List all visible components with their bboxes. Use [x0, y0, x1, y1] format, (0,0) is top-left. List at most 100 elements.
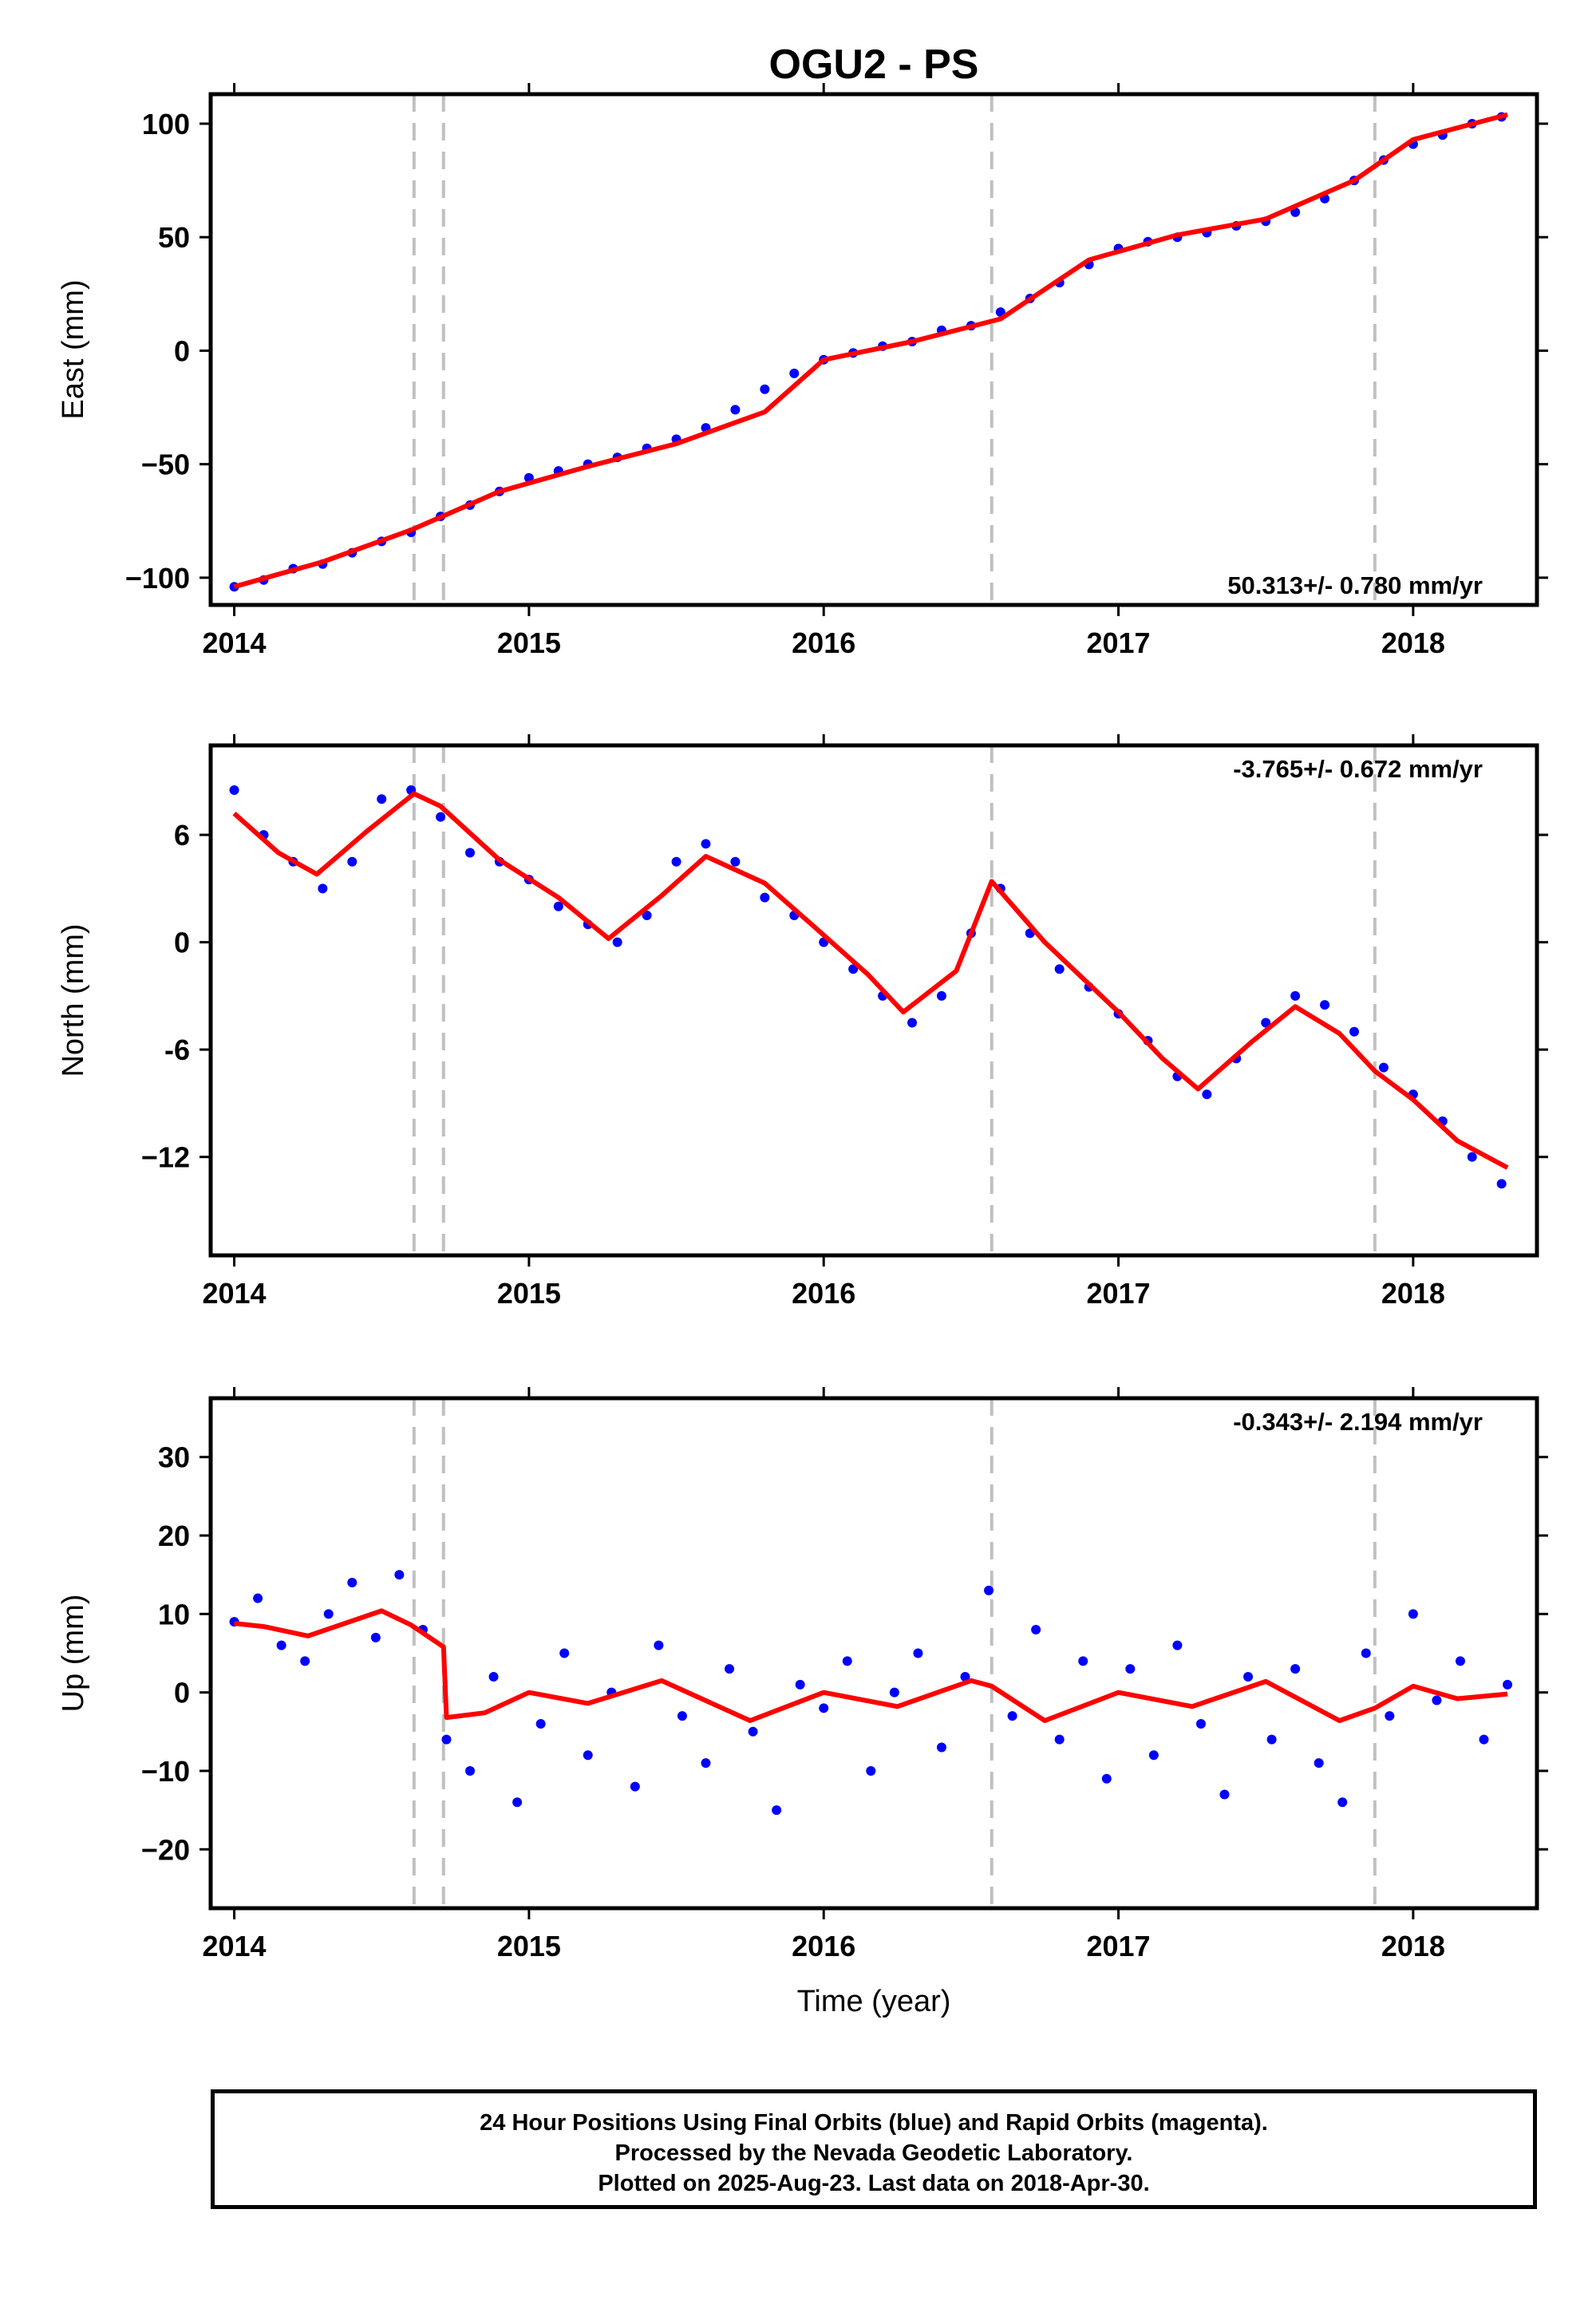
caption-box: 24 Hour Positions Using Final Orbits (bl… [211, 2089, 1537, 2209]
data-point [535, 1718, 546, 1729]
y-tick-label: 100 [142, 108, 190, 140]
data-point [1361, 1648, 1371, 1658]
x-tick-label: 2016 [792, 1277, 855, 1310]
data-point [984, 1585, 994, 1595]
data-point [795, 1679, 805, 1690]
fit-line [234, 1608, 1508, 1723]
data-points [229, 785, 1507, 1189]
y-tick-label: 50 [158, 221, 190, 254]
y-tick-label: −100 [125, 562, 190, 595]
data-point [1385, 1711, 1395, 1721]
data-point [677, 1711, 687, 1721]
y-axis-label: East (mm) [57, 279, 90, 419]
rate-label: -0.343+/- 2.194 mm/yr [1233, 1408, 1483, 1436]
data-point [276, 1640, 286, 1650]
data-point [1007, 1711, 1017, 1721]
y-axis-label: Up (mm) [57, 1595, 90, 1713]
rate-label: 50.313+/- 0.780 mm/yr [1227, 571, 1483, 599]
data-point [1479, 1734, 1489, 1745]
data-point [772, 1805, 782, 1816]
data-point [760, 384, 770, 394]
y-tick-label: −10 [141, 1755, 190, 1788]
data-point [1349, 1026, 1360, 1037]
data-point [347, 856, 358, 867]
x-tick-label: 2017 [1086, 1930, 1150, 1962]
panel-2: 6 0 -6 −12 2014 2015 2016 2017 2018 North (mm) -3.… [57, 734, 1548, 1310]
data-point [465, 1765, 476, 1776]
data-point [612, 937, 622, 947]
data-point [1337, 1797, 1348, 1808]
data-point [671, 856, 681, 867]
data-point [559, 1648, 570, 1658]
y-axis-label: North (mm) [57, 923, 90, 1077]
data-point [553, 901, 563, 911]
y-tick-label: -6 [164, 1034, 190, 1066]
x-tick-label: 2016 [792, 1930, 855, 1962]
panel-frame [208, 743, 1539, 1258]
y-tick-label: 30 [158, 1441, 190, 1474]
data-point [842, 1656, 852, 1666]
data-point [907, 1018, 918, 1028]
data-point [323, 1609, 334, 1619]
data-point [1503, 1679, 1513, 1690]
data-point [1148, 1750, 1159, 1761]
data-point [318, 883, 328, 894]
data-point [465, 848, 476, 858]
data-point [436, 812, 446, 822]
data-point [512, 1797, 523, 1808]
y-tick-label: −12 [141, 1141, 190, 1174]
data-point [1195, 1718, 1206, 1729]
data-point [1314, 1758, 1324, 1769]
data-point [347, 1578, 358, 1588]
fit-line [232, 791, 1509, 1170]
rate-label: -3.765+/- 0.672 mm/yr [1233, 755, 1483, 783]
panel-3: 30 20 10 0 −10 −20 2014 2015 2016 2017 2018 Up (mm)… [57, 1387, 1548, 1962]
data-point [1266, 1734, 1277, 1745]
data-point [229, 785, 239, 796]
caption-line-3: Plotted on 2025-Aug-23. Last data on 201… [598, 2171, 1150, 2196]
y-tick-label: −50 [141, 449, 190, 481]
data-point [889, 1687, 899, 1697]
x-tick-label: 2014 [202, 626, 266, 659]
data-points [229, 1570, 1513, 1816]
chart-title: OGU2 - PS [769, 41, 979, 88]
data-point [748, 1726, 758, 1737]
data-point [370, 1632, 381, 1642]
data-point [1290, 990, 1301, 1001]
x-tick-label: 2018 [1381, 626, 1445, 659]
y-tick-label: −20 [141, 1833, 190, 1866]
data-point [300, 1656, 310, 1666]
data-point [1408, 1609, 1418, 1619]
fit-line [233, 112, 1508, 590]
data-point [730, 405, 741, 415]
panel-1: 100 50 0 −50 −100 2014 2015 2016 2017 2018 East (m… [57, 83, 1548, 659]
data-point [1054, 964, 1065, 974]
data-point [1432, 1695, 1442, 1705]
data-point [1202, 1089, 1212, 1100]
data-point [701, 839, 711, 849]
data-point [725, 1664, 735, 1674]
data-point [1172, 1640, 1183, 1650]
y-tick-label: 0 [174, 1677, 190, 1709]
data-point [630, 1781, 640, 1792]
y-tick-label: 0 [174, 334, 190, 367]
data-point [1467, 1152, 1477, 1162]
data-point [1101, 1773, 1112, 1784]
x-tick-label: 2015 [497, 1277, 561, 1310]
data-point [394, 1570, 405, 1580]
data-point [701, 1758, 711, 1769]
y-tick-label: 0 [174, 927, 190, 959]
data-point [1219, 1789, 1230, 1800]
data-point [1243, 1671, 1254, 1682]
data-point [1496, 1179, 1507, 1189]
data-point [1378, 1062, 1389, 1073]
data-point [583, 1750, 593, 1761]
data-point [488, 1671, 499, 1682]
data-point [819, 1703, 829, 1713]
data-point [1320, 1000, 1330, 1010]
data-point [936, 1742, 946, 1753]
x-tick-label: 2017 [1086, 1277, 1150, 1310]
y-tick-label: 10 [158, 1598, 190, 1630]
data-point [1054, 1734, 1065, 1745]
